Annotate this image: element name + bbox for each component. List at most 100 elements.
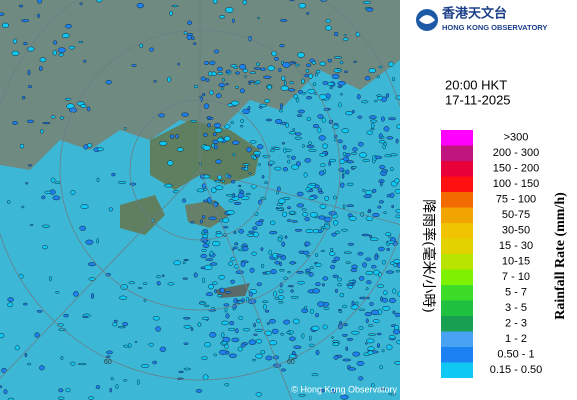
rain-echo — [253, 67, 262, 70]
rain-echo — [242, 0, 247, 5]
rain-echo — [97, 147, 104, 152]
legend-swatch — [441, 207, 473, 223]
rain-echo — [276, 208, 284, 211]
rain-echo — [370, 119, 378, 123]
rain-echo — [267, 84, 272, 90]
rain-echo — [197, 322, 202, 327]
rain-echo — [37, 13, 40, 19]
rain-echo — [182, 261, 186, 264]
rain-echo — [294, 228, 303, 232]
rain-echo — [322, 276, 329, 281]
rain-echo — [282, 211, 288, 217]
rain-echo — [49, 275, 52, 282]
rain-echo — [328, 161, 332, 166]
rain-echo — [277, 237, 283, 242]
rain-echo — [365, 287, 369, 291]
rain-echo — [175, 134, 179, 139]
rain-echo — [391, 77, 396, 82]
rain-echo — [388, 392, 396, 396]
rain-echo — [312, 124, 320, 129]
rain-echo — [317, 215, 326, 220]
rain-echo — [245, 192, 251, 196]
rain-echo — [378, 246, 385, 252]
legend-swatch — [441, 254, 473, 270]
rain-echo — [355, 32, 361, 37]
rain-echo — [225, 350, 230, 355]
rain-echo — [187, 20, 193, 25]
rain-echo — [395, 270, 400, 273]
rain-echo — [232, 246, 238, 250]
rain-echo — [366, 130, 373, 135]
rain-echo — [291, 220, 298, 223]
rain-echo — [386, 344, 393, 351]
rain-echo — [201, 215, 206, 219]
rain-echo — [19, 143, 25, 149]
rain-echo — [342, 204, 346, 210]
rain-echo — [329, 86, 333, 90]
rain-echo — [383, 142, 387, 146]
range-label: 60 — [104, 359, 112, 366]
rain-echo — [343, 34, 347, 37]
rain-echo — [344, 70, 348, 74]
rain-echo — [358, 308, 365, 311]
rain-echo — [134, 340, 138, 344]
rain-echo — [308, 196, 316, 201]
rain-echo — [57, 396, 65, 400]
rain-echo — [332, 340, 340, 343]
rain-echo — [278, 269, 285, 272]
rain-echo — [287, 88, 296, 92]
rain-echo — [307, 141, 312, 145]
rain-echo — [232, 307, 236, 311]
rain-echo — [376, 332, 382, 336]
legend-label: 30-50 — [502, 225, 530, 237]
rain-echo — [374, 155, 383, 160]
rain-echo — [226, 210, 235, 215]
rain-echo — [345, 169, 350, 175]
rain-echo — [312, 82, 317, 87]
rain-echo — [209, 60, 216, 66]
rain-echo — [190, 119, 197, 123]
rain-echo — [40, 129, 44, 134]
rain-echo — [44, 190, 52, 195]
rain-echo — [200, 96, 204, 102]
rain-echo — [167, 282, 175, 286]
rain-echo — [331, 336, 334, 339]
rain-echo — [190, 327, 194, 331]
rain-echo — [70, 361, 76, 366]
rain-echo — [379, 165, 386, 170]
rain-echo — [192, 42, 197, 46]
rain-echo — [385, 93, 390, 98]
rain-echo — [306, 116, 311, 122]
rain-echo — [346, 337, 354, 341]
rain-echo — [303, 172, 308, 178]
rain-echo — [350, 152, 358, 155]
legend-label: 75 - 100 — [496, 194, 536, 206]
rain-echo — [362, 262, 367, 268]
rain-echo — [156, 281, 161, 286]
rain-echo — [230, 120, 234, 125]
rain-echo — [122, 321, 129, 327]
rain-echo — [333, 195, 337, 200]
rain-echo — [213, 353, 217, 357]
rain-echo — [27, 362, 32, 366]
rain-echo — [336, 68, 342, 71]
rain-echo — [322, 143, 329, 149]
rain-echo — [214, 289, 217, 294]
rain-echo — [379, 365, 383, 370]
rain-echo — [357, 251, 364, 256]
rain-echo — [233, 66, 238, 70]
rain-echo — [245, 164, 249, 169]
rain-echo — [263, 75, 272, 79]
rain-echo — [304, 217, 310, 222]
rain-echo — [388, 335, 396, 340]
rain-echo — [169, 134, 175, 139]
rain-echo — [395, 209, 400, 214]
rain-echo — [333, 256, 341, 261]
rain-echo — [225, 291, 232, 294]
rain-echo — [57, 47, 66, 53]
rain-echo — [215, 159, 222, 164]
legend-label: 50-75 — [502, 209, 530, 221]
rain-echo — [256, 338, 262, 344]
rain-echo — [372, 212, 380, 218]
rain-echo — [80, 204, 89, 210]
